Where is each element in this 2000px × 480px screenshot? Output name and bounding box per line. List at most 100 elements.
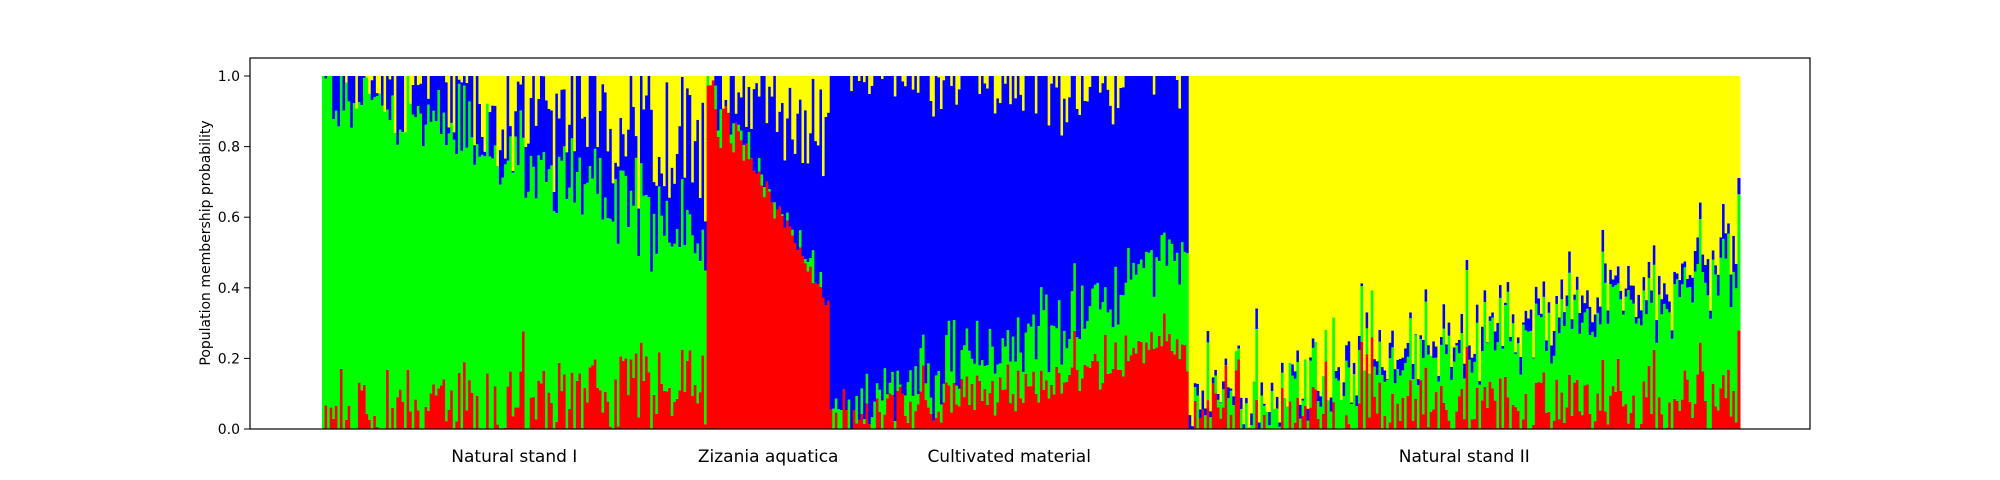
bar-segment-green [1729,307,1733,417]
bar-segment-red [468,380,472,429]
bar-segment-blue [1652,245,1656,265]
bar-segment-red [937,411,941,429]
bar-segment-red [1645,397,1649,429]
bar-segment-blue [483,151,487,157]
bar-segment-blue [660,173,664,216]
bar-segment-green [1388,358,1392,423]
bar-segment-blue [1522,322,1526,325]
bar-segment-red [1570,415,1574,429]
bar-segment-green [457,83,461,374]
bar-segment-red [1427,427,1431,429]
bar-segment-yellow [1432,76,1436,342]
bar-segment-green [1134,274,1138,354]
bar-segment-red [1463,419,1467,429]
bar-segment-green [1534,303,1538,383]
bar-segment-yellow [1486,76,1490,343]
bar-segment-yellow [768,76,772,87]
bar-segment-red [909,401,913,429]
bar-segment-green [1727,233,1731,370]
bar-segment-blue [437,76,441,91]
bar-segment-blue [1445,344,1449,355]
bar-segment-blue [1216,393,1220,400]
bar-segment-blue [678,126,682,248]
bar-segment-blue [688,94,692,215]
bar-segment-red [1134,353,1138,429]
bar-segment-red [1011,394,1015,429]
bar-segment-green [1334,378,1338,429]
bar-segment-blue [583,116,587,185]
bar-segment-green [1014,361,1018,412]
bar-segment-yellow [904,76,908,87]
bar-segment-red [1255,399,1259,429]
bar-segment-green [1452,361,1456,429]
bar-segment-green [693,253,697,385]
bar-segment-yellow [1381,76,1385,368]
bar-segment-green [1491,317,1495,389]
bar-segment-red [898,386,902,429]
bar-segment-green [380,105,385,429]
bar-segment-yellow [1719,76,1723,238]
bar-segment-yellow [1345,76,1349,346]
bar-segment-green [1450,379,1454,429]
bar-segment-yellow [1581,76,1585,296]
bar-segment-red [1647,366,1651,429]
bar-segment-green [1591,331,1595,429]
bar-segment-yellow [1083,76,1087,101]
bar-segment-blue [1668,301,1672,313]
bar-segment-red [1150,332,1154,429]
bar-segment-blue [698,198,702,261]
bar-segment-green [975,320,979,376]
bar-segment-green [819,272,823,287]
bar-segment-yellow [1706,76,1710,260]
bar-segment-yellow [850,76,854,92]
bar-segment-red [1378,382,1382,429]
bar-segment-green [542,152,546,371]
bar-segment-green [1542,296,1546,373]
bar-segment-blue [1393,369,1397,384]
bar-segment-yellow [1506,76,1510,283]
bar-segment-red [657,352,661,429]
bar-segment-yellow [488,76,492,113]
bar-segment-red [1609,395,1613,429]
bar-segment-green [1575,289,1579,380]
bar-segment-yellow [1088,76,1092,87]
bar-segment-blue [937,77,941,371]
bar-segment-yellow [796,76,800,114]
bar-segment-green [1204,415,1208,429]
bar-segment-blue [1640,310,1644,326]
bar-segment-red [609,426,613,429]
bar-segment-blue [439,76,444,135]
bar-segment-blue [1427,345,1431,355]
bar-segment-green [365,77,369,414]
bar-segment-red [1078,390,1082,429]
bar-segment-red [1173,354,1177,429]
bar-segment-blue [480,136,485,155]
bar-segment-yellow [1288,76,1292,363]
bar-segment-yellow [1265,76,1269,412]
bar-segment-green [1586,308,1590,385]
bar-segment-blue [1114,76,1118,267]
bar-segment-red [706,85,710,429]
bar-segment-yellow [1275,76,1279,397]
bar-segment-blue [1611,279,1615,287]
bar-segment-blue [1686,278,1690,288]
bar-segment-red [727,112,731,429]
bar-segment-green [1463,378,1467,420]
bar-segment-red [763,197,767,429]
bar-segment-blue [929,101,933,398]
bar-segment-green [670,246,674,416]
bar-segment-yellow [755,76,759,84]
bar-segment-green [332,119,336,419]
bar-segment-blue [1188,415,1192,429]
bar-segment-blue [1514,352,1518,354]
bar-segment-red [1701,371,1705,429]
bar-segment-yellow [1716,76,1720,275]
bar-segment-red [1045,380,1049,429]
membership-bars [322,76,1741,430]
bar-segment-green [1381,375,1385,429]
bar-segment-yellow [1560,76,1564,280]
bar-segment-yellow [1732,76,1736,236]
bar-segment-red [424,406,428,429]
bar-segment-blue [352,76,356,104]
bar-segment-red [888,393,892,429]
